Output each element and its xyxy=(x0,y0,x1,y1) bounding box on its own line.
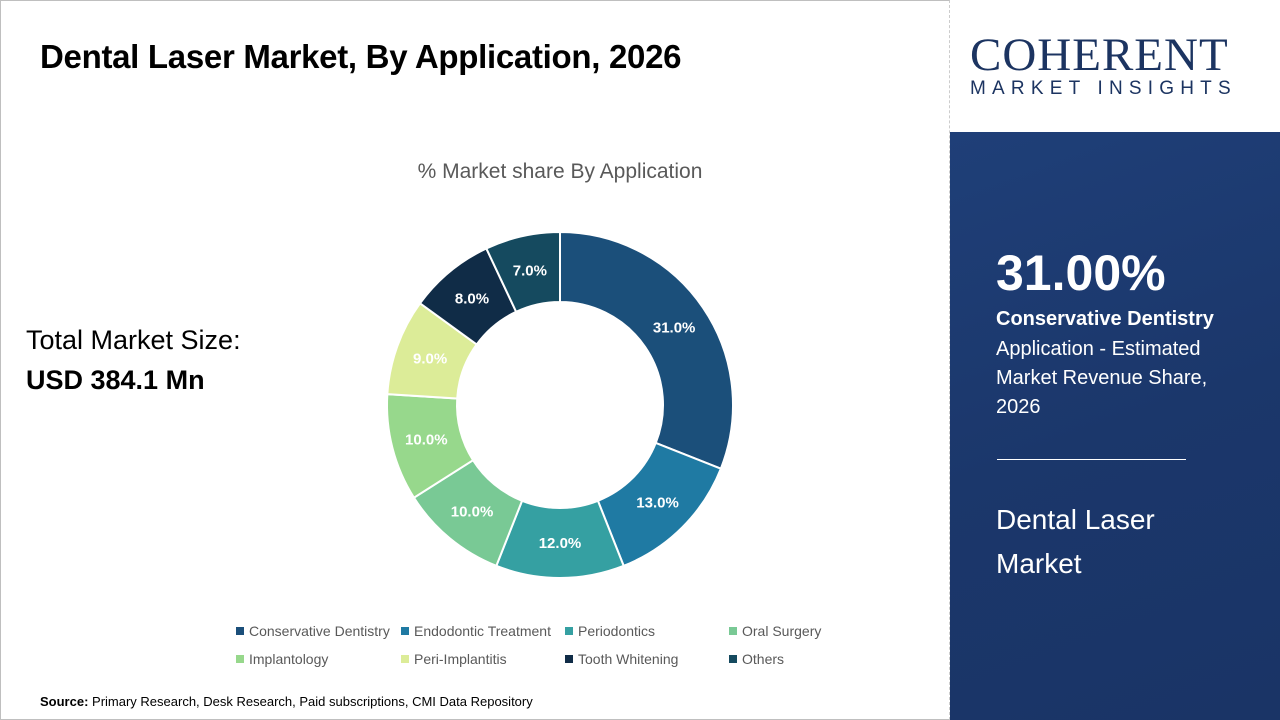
market-name: Dental Laser Market xyxy=(996,504,1155,579)
legend-item: Periodontics xyxy=(565,623,729,639)
data-label: 7.0% xyxy=(513,262,547,279)
source-note: Source: Primary Research, Desk Research,… xyxy=(40,694,533,709)
legend-label: Periodontics xyxy=(578,623,656,639)
legend-item: Conservative Dentistry xyxy=(236,623,401,639)
page-title: Dental Laser Market, By Application, 202… xyxy=(40,38,682,75)
data-label: 31.0% xyxy=(653,319,696,336)
legend-swatch xyxy=(565,655,573,663)
highlight-panel: 31.00% Conservative Dentistry Applicatio… xyxy=(950,132,1280,720)
divider xyxy=(997,459,1186,460)
legend-item: Oral Surgery xyxy=(729,623,849,639)
highlight-percent: 31.00% xyxy=(996,245,1166,301)
legend-swatch xyxy=(729,627,737,635)
legend-swatch xyxy=(565,627,573,635)
chart-legend: Conservative Dentistry Endodontic Treatme… xyxy=(236,623,856,667)
donut-chart: 31.0% 13.0% 12.0% 10.0% 10.0% 9.0% 8.0% 7.0% xyxy=(386,230,734,579)
source-text: Primary Research, Desk Research, Paid su… xyxy=(92,694,533,709)
total-market-size-value: USD 384.1 Mn xyxy=(26,365,205,395)
logo-wordmark: COHERENT xyxy=(970,29,1229,81)
data-label: 12.0% xyxy=(539,535,582,552)
total-market-size-label: Total Market Size: xyxy=(26,325,241,355)
legend-item: Implantology xyxy=(236,651,401,667)
legend-item: Others xyxy=(729,651,849,667)
logo-tagline: MARKET INSIGHTS xyxy=(970,78,1237,99)
donut-slice-others xyxy=(485,230,561,314)
data-label: 10.0% xyxy=(451,503,494,520)
data-label: 10.0% xyxy=(405,431,448,448)
legend-swatch xyxy=(401,655,409,663)
source-label: Source: xyxy=(40,694,89,709)
highlight-segment: Conservative Dentistry xyxy=(996,308,1214,330)
company-logo: COHERENT MARKET INSIGHTS xyxy=(950,0,1280,132)
legend-label: Others xyxy=(742,651,785,667)
donut-slice-conservative-dentistry xyxy=(559,230,734,470)
chart-title: % Market share By Application xyxy=(417,160,703,183)
legend-item: Endodontic Treatment xyxy=(401,623,565,639)
legend-label: Oral Surgery xyxy=(742,623,822,639)
data-label: 13.0% xyxy=(636,495,679,512)
legend-label: Conservative Dentistry xyxy=(249,623,390,639)
legend-item: Peri-Implantitis xyxy=(401,651,565,667)
legend-swatch xyxy=(401,627,409,635)
data-label: 9.0% xyxy=(413,350,447,367)
highlight-description: Application - Estimated Market Revenue S… xyxy=(996,338,1208,418)
legend-swatch xyxy=(236,627,244,635)
legend-label: Peri-Implantitis xyxy=(414,651,507,667)
data-label: 8.0% xyxy=(455,291,489,308)
legend-label: Implantology xyxy=(249,651,329,667)
legend-label: Endodontic Treatment xyxy=(414,623,551,639)
legend-swatch xyxy=(236,655,244,663)
legend-swatch xyxy=(729,655,737,663)
legend-label: Tooth Whitening xyxy=(578,651,679,667)
legend-item: Tooth Whitening xyxy=(565,651,729,667)
